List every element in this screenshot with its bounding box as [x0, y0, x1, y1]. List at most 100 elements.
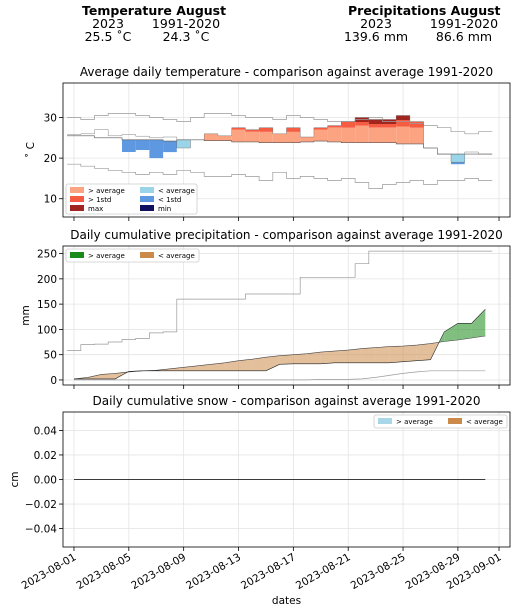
legend-swatch — [448, 418, 462, 424]
prec-below-average-area — [293, 353, 308, 364]
temp-above-average-bar — [272, 133, 287, 143]
legend-label: max — [88, 205, 103, 213]
prec-below-average-area — [279, 354, 294, 365]
temp-above-average-bar — [382, 127, 397, 143]
prec-above-average-area — [471, 309, 486, 338]
legend-label: > 1std — [88, 196, 111, 204]
y-tick-label: 0 — [50, 375, 57, 387]
x-tick-label: 2023-08-17 — [239, 551, 298, 592]
y-tick-label: 50 — [44, 350, 57, 362]
prec-below-average-area — [348, 348, 362, 363]
y-tick-label: 0.00 — [34, 475, 57, 487]
temp-above-average-bar — [300, 137, 314, 142]
temp-above-average-bar — [313, 129, 328, 142]
temp-below-average-bar — [176, 139, 191, 148]
prec-below-average-area — [307, 352, 321, 364]
snow-legend — [373, 414, 508, 429]
temp-above-average-bar — [396, 126, 410, 144]
legend-label: > average — [88, 252, 125, 260]
chart-title: Daily cumulative snow - comparison again… — [93, 394, 481, 408]
legend-swatch — [70, 205, 84, 211]
prec-below-average-area — [224, 360, 239, 371]
x-tick-label: 2023-08-21 — [294, 551, 353, 592]
temp-above-average-bar — [327, 127, 342, 142]
temp-above-average-bar — [409, 127, 424, 144]
y-tick-label: −0.04 — [25, 524, 57, 536]
temperature-2023-header: 2023 — [92, 16, 124, 31]
y-tick-label: 150 — [37, 299, 57, 311]
prec-above-average-area — [444, 323, 458, 342]
legend-swatch — [140, 252, 154, 258]
temp-above-average-bar — [355, 125, 369, 143]
temp-above-1std-bar — [409, 121, 424, 128]
temp-above-average-bar — [341, 127, 355, 143]
temp-above-average-bar — [368, 127, 383, 143]
temperature-summary-title: Temperature August — [82, 3, 227, 18]
temp-observed-line — [67, 115, 493, 163]
x-tick-label: 2023-08-01 — [20, 551, 79, 592]
prec-below-average-area — [375, 346, 390, 363]
prec-below-average-area — [320, 351, 335, 364]
prec-below-average-area — [416, 343, 431, 361]
temp-above-average-bar — [245, 131, 260, 142]
legend-label: > average — [396, 418, 433, 426]
temp-above-1std-bar — [231, 127, 246, 130]
temp-below-average-bar — [451, 154, 465, 163]
y-tick-label: 10 — [44, 194, 57, 206]
legend-swatch — [70, 252, 84, 258]
y-tick-label: 20 — [44, 153, 57, 165]
temp-max-bar — [396, 115, 410, 120]
y-tick-label: 250 — [37, 249, 57, 261]
precipitation-2023-value: 139.6 mm — [343, 29, 409, 44]
y-tick-label: 0.04 — [34, 425, 58, 437]
temp-above-1std-bar — [286, 127, 301, 132]
temp-below-1std-bar — [135, 139, 150, 150]
temp-below-1std-bar — [122, 139, 136, 152]
prec-below-average-area — [197, 364, 212, 371]
prec-below-average-area — [361, 347, 376, 363]
legend-label: > average — [88, 187, 125, 195]
temp-above-average-bar — [217, 135, 232, 141]
prec-below-average-area — [238, 359, 253, 371]
legend-swatch — [70, 196, 84, 202]
legend-swatch — [140, 205, 154, 211]
chart-title: Daily cumulative precipitation - compari… — [70, 228, 503, 242]
prec-below-average-area — [101, 373, 116, 379]
prec-below-average-area — [87, 374, 102, 379]
legend-label: < average — [466, 418, 503, 426]
y-tick-label: −0.02 — [25, 499, 57, 511]
temp-below-1std-bar — [451, 162, 465, 165]
y-tick-label: 200 — [37, 274, 57, 286]
temp-above-average-bar — [231, 129, 246, 142]
prec-above-average-area — [457, 323, 472, 340]
temp-record-min-line — [67, 163, 493, 189]
precipitation-summary-title: Precipitations August — [348, 3, 501, 18]
temp-above-average-bar — [204, 133, 218, 141]
x-axis-label: dates — [272, 595, 301, 607]
prec-below-average-area — [403, 345, 417, 362]
temp-above-1std-bar — [313, 127, 328, 130]
temp-above-1std-bar — [327, 125, 342, 128]
temp-above-1std-bar — [341, 121, 355, 128]
precipitation-normal-header: 1991-2020 — [429, 16, 499, 31]
temp-above-average-bar — [286, 131, 301, 143]
legend-swatch — [70, 187, 84, 193]
y-tick-label: 100 — [37, 324, 57, 336]
precipitation-normal-value: 86.6 mm — [435, 29, 493, 44]
legend-label: min — [158, 205, 171, 213]
legend-label: < average — [158, 187, 195, 195]
y-tick-label: 0.02 — [34, 450, 57, 462]
precipitation-summary: Precipitations August 2023 1991-2020 139… — [340, 4, 510, 43]
legend-label: < average — [158, 252, 195, 260]
x-tick-label: 2023-08-05 — [74, 551, 133, 592]
temperature-normal-value: 24.3 ˚C — [162, 29, 210, 44]
x-tick-label: 2023-08-13 — [184, 551, 243, 592]
temp-record-max-line — [67, 113, 493, 135]
temperature-2023-value: 25.5 ˚C — [84, 29, 132, 44]
temp-max-bar — [368, 119, 383, 124]
chart-title: Average daily temperature - comparison a… — [80, 65, 493, 79]
precipitation-2023-header: 2023 — [360, 16, 392, 31]
temp-above-average-bar — [259, 131, 273, 143]
prec-observed-line — [74, 308, 486, 380]
prec-below-average-area — [252, 357, 266, 371]
